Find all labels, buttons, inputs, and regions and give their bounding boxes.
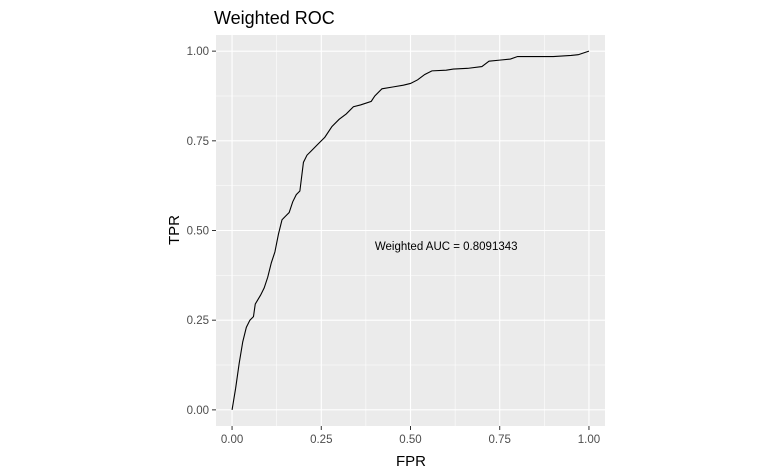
chart-title: Weighted ROC — [214, 8, 335, 28]
axis-ticks: 0.00 0.25 0.50 0.75 1.00 0.00 0.25 0.50 0.75 1.00 — [187, 46, 601, 446]
grid-lines — [216, 35, 605, 426]
y-axis-title: TPR — [166, 215, 183, 245]
roc-curve — [231, 50, 590, 410]
x-tick-label: 0.50 — [399, 434, 421, 446]
x-axis-title: FPR — [396, 453, 426, 470]
x-tick-label: 0.75 — [489, 434, 511, 446]
auc-annotation: Weighted AUC = 0.8091343 — [375, 241, 518, 253]
x-tick-label: 0.25 — [310, 434, 332, 446]
y-tick-label: 0.25 — [187, 315, 209, 327]
y-tick-label: 0.50 — [187, 226, 209, 238]
y-tick-label: 0.75 — [187, 136, 209, 148]
y-tick-label: 0.00 — [187, 405, 209, 417]
y-tick-label: 1.00 — [187, 46, 209, 58]
x-tick-label: 0.00 — [221, 434, 243, 446]
x-tick-label: 1.00 — [578, 434, 600, 446]
